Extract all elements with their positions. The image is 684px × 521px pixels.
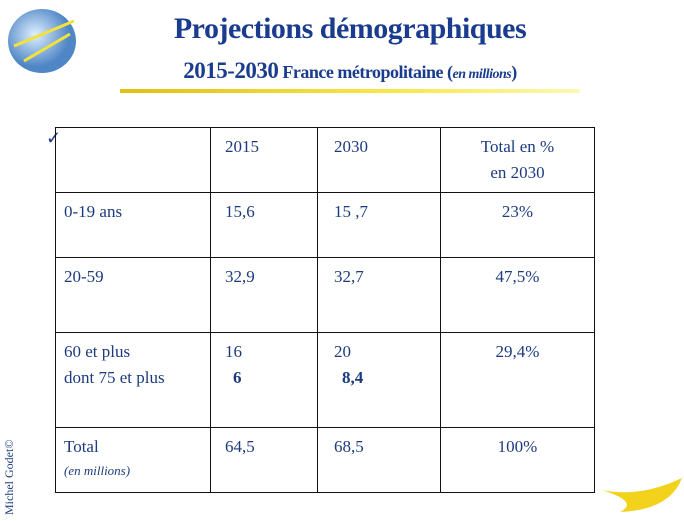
table-cell: 32,9 xyxy=(211,258,318,333)
table-cell: 23% xyxy=(441,193,595,258)
table-cell: 47,5% xyxy=(441,258,595,333)
cell-text: 32,7 xyxy=(334,264,432,290)
subtitle-unit: en millions xyxy=(453,67,512,82)
subtitle-close: ) xyxy=(511,62,517,82)
subtitle-years: 2015-2030 xyxy=(183,58,278,83)
table-cell: 0-19 ans xyxy=(56,193,211,258)
table-cell: 68,5 xyxy=(318,428,441,493)
cell-text: 60 et plus xyxy=(64,339,202,365)
table-row: 2015 2030 Total en %en 2030 xyxy=(56,128,595,193)
cell-text: 47,5% xyxy=(449,264,586,290)
cell-text: 32,9 xyxy=(225,264,309,290)
table-cell: Total(en millions) xyxy=(56,428,211,493)
table-cell: 15 ,7 xyxy=(318,193,441,258)
slide: Projections démographiques 2015-2030 Fra… xyxy=(0,0,684,521)
cell-text: 100% xyxy=(449,434,586,460)
table-row: 20-59 32,9 32,7 47,5% xyxy=(56,258,595,333)
table-cell: 2030 xyxy=(318,128,441,193)
rule xyxy=(120,89,580,93)
cell-text: en 2030 xyxy=(449,160,586,186)
table-cell: 15,6 xyxy=(211,193,318,258)
cell-text: 2030 xyxy=(334,134,432,160)
swoosh xyxy=(600,470,684,520)
cell-text: 0-19 ans xyxy=(64,199,202,225)
cell-text: 20 xyxy=(334,339,432,365)
cell-text: 20-59 xyxy=(64,264,202,290)
logo xyxy=(4,6,80,76)
cell-text: 68,5 xyxy=(334,434,432,460)
table-cell: 64,5 xyxy=(211,428,318,493)
cell-text: 64,5 xyxy=(225,434,309,460)
cell-text: 29,4% xyxy=(449,339,586,365)
table-cell: 100% xyxy=(441,428,595,493)
table-cell: 29,4% xyxy=(441,333,595,428)
cell-text: Total xyxy=(64,434,202,460)
cell-text: Total en % xyxy=(449,134,586,160)
author: Michel Godet© xyxy=(2,440,17,515)
title: Projections démographiques xyxy=(120,12,580,46)
cell-text: 23% xyxy=(449,199,586,225)
cell-text: 15,6 xyxy=(225,199,309,225)
subtitle-text: France métropolitaine ( xyxy=(282,62,452,82)
cell-text: 8,4 xyxy=(334,365,432,391)
table: 2015 2030 Total en %en 2030 0-19 ans 15,6 15 … xyxy=(55,127,595,493)
cell-text: 16 xyxy=(225,339,309,365)
table-cell: 32,7 xyxy=(318,258,441,333)
table-row: Total(en millions) 64,5 68,5 100% xyxy=(56,428,595,493)
cell-text: 2015 xyxy=(225,134,309,160)
subtitle: 2015-2030 France métropolitaine (en mill… xyxy=(120,58,580,84)
table-row: 0-19 ans 15,6 15 ,7 23% xyxy=(56,193,595,258)
table-cell: 2015 xyxy=(211,128,318,193)
table-cell: Total en %en 2030 xyxy=(441,128,595,193)
cell-text: dont 75 et plus xyxy=(64,365,202,391)
cell-text: 15 ,7 xyxy=(334,199,432,225)
table-cell: 20-59 xyxy=(56,258,211,333)
cell-text: 6 xyxy=(225,365,309,391)
table-cell xyxy=(56,128,211,193)
cell-text: (en millions) xyxy=(64,460,202,482)
